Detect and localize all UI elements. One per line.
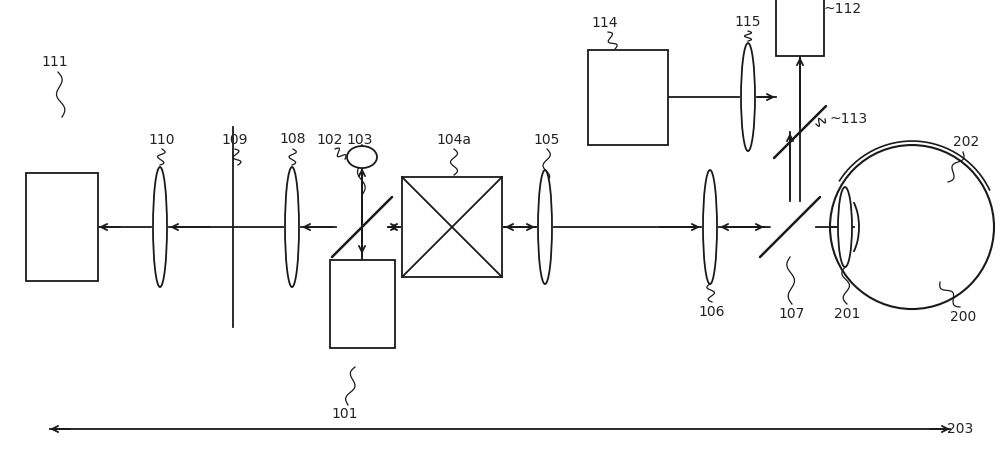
Text: 114: 114 — [592, 16, 618, 30]
Ellipse shape — [741, 43, 755, 151]
Bar — [588, 50, 668, 145]
Ellipse shape — [153, 167, 167, 287]
Text: 104a: 104a — [436, 133, 472, 147]
Text: 200: 200 — [950, 310, 976, 324]
Ellipse shape — [285, 167, 299, 287]
Text: 203: 203 — [947, 422, 973, 436]
Text: 111: 111 — [42, 55, 68, 69]
Text: 115: 115 — [735, 15, 761, 29]
Text: 106: 106 — [699, 305, 725, 319]
Ellipse shape — [703, 170, 717, 284]
Ellipse shape — [347, 146, 377, 168]
Text: 103: 103 — [347, 133, 373, 147]
Bar — [776, 0, 824, 56]
Text: 102: 102 — [317, 133, 343, 147]
Bar — [402, 177, 502, 277]
Text: ~113: ~113 — [830, 112, 868, 126]
Bar — [26, 173, 98, 281]
Text: 108: 108 — [280, 132, 306, 146]
Text: 202: 202 — [953, 135, 979, 149]
Text: 109: 109 — [222, 133, 248, 147]
Ellipse shape — [538, 170, 552, 284]
Bar — [330, 260, 394, 348]
Text: 101: 101 — [332, 407, 358, 421]
Text: E: E — [795, 20, 805, 35]
Text: 105: 105 — [534, 133, 560, 147]
Ellipse shape — [838, 187, 852, 267]
Text: ~112: ~112 — [824, 2, 862, 16]
Text: 107: 107 — [779, 307, 805, 321]
Text: 201: 201 — [834, 307, 860, 321]
Text: 110: 110 — [149, 133, 175, 147]
